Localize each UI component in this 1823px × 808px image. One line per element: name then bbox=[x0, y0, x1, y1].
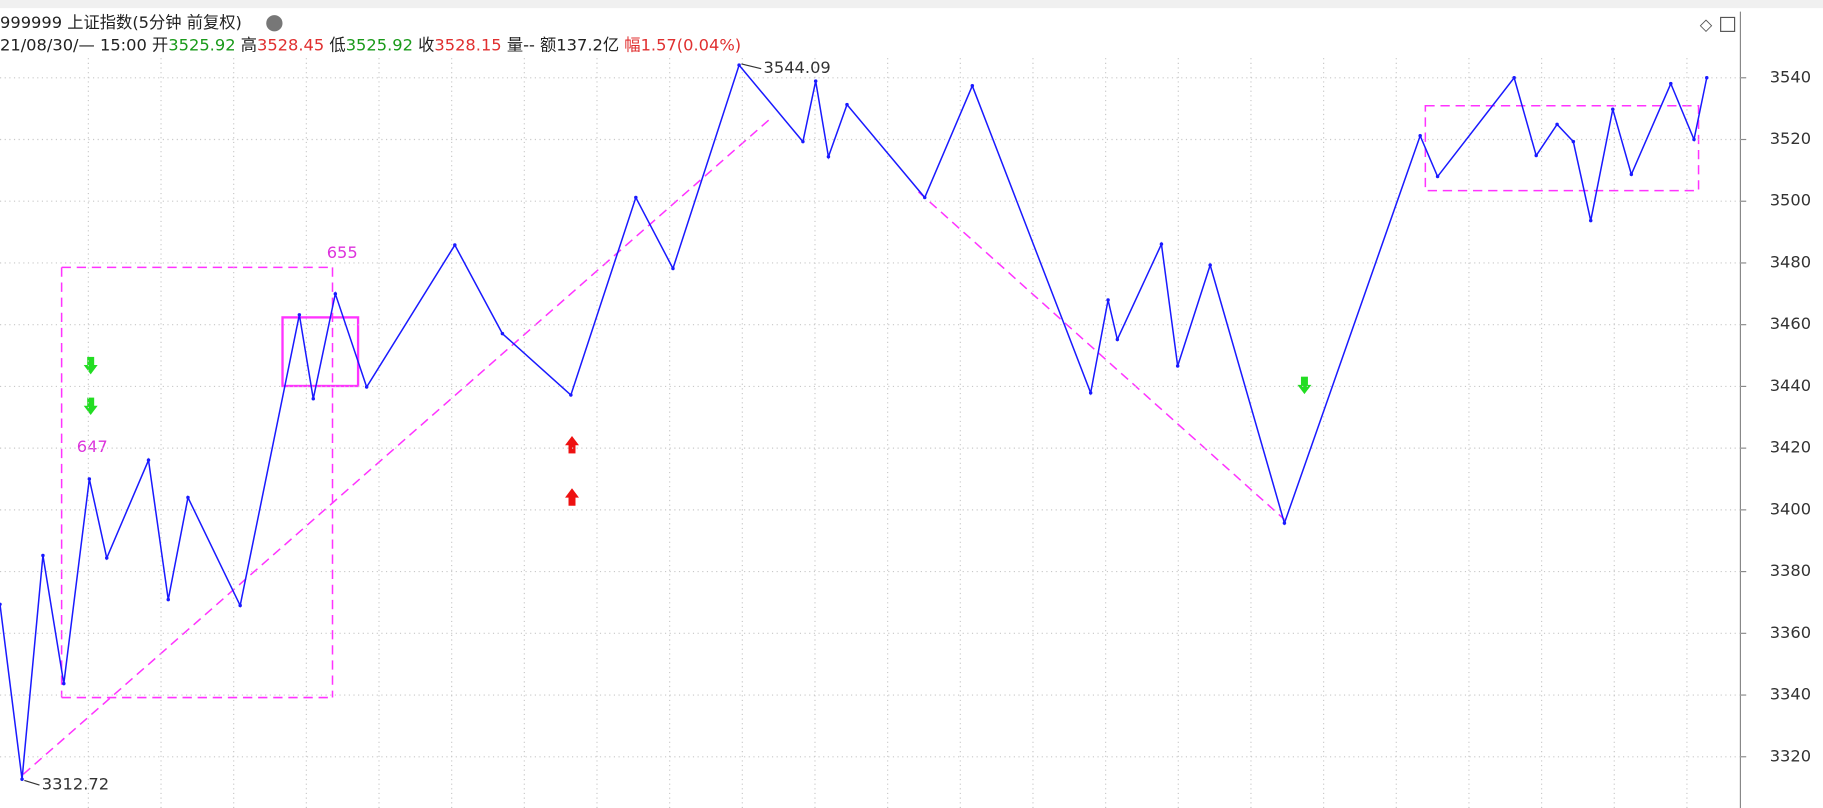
trend-line bbox=[917, 191, 1286, 521]
label: 高 bbox=[241, 35, 257, 54]
pivot bbox=[1088, 391, 1093, 395]
pivot bbox=[62, 681, 66, 686]
pivot bbox=[1669, 81, 1673, 86]
value: 3525.92 bbox=[346, 35, 413, 54]
arrow bbox=[87, 397, 95, 407]
zigzag-line bbox=[0, 63, 1708, 780]
label: 收 bbox=[418, 35, 434, 54]
value: 幅1.57(0.04%) bbox=[624, 35, 741, 54]
pivot bbox=[634, 195, 638, 200]
arrow bbox=[1297, 384, 1312, 395]
pivot bbox=[238, 603, 242, 608]
pivot bbox=[801, 139, 805, 144]
annotation: 655 bbox=[327, 243, 358, 262]
pivot bbox=[1208, 263, 1212, 267]
pivot bbox=[333, 292, 338, 296]
pivot bbox=[0, 602, 2, 607]
datetime: 21/08/30/— 15:00 bbox=[0, 35, 147, 54]
extreme-label: 3544.09 bbox=[764, 58, 831, 77]
y-tick-label: 3400 bbox=[1770, 499, 1811, 518]
label: 开 bbox=[152, 35, 168, 54]
pivot bbox=[737, 63, 741, 67]
pivot bbox=[1418, 134, 1422, 138]
pivot bbox=[1534, 153, 1538, 158]
y-tick-label: 3420 bbox=[1770, 438, 1811, 457]
pivot bbox=[922, 195, 927, 200]
y-tick-label: 3540 bbox=[1770, 67, 1811, 86]
pivot bbox=[1588, 218, 1593, 223]
pivot bbox=[1571, 139, 1576, 144]
pivot bbox=[186, 495, 190, 500]
arrow bbox=[565, 435, 579, 446]
arrow bbox=[568, 444, 576, 454]
menu-icon[interactable] bbox=[266, 15, 283, 32]
pivot bbox=[20, 777, 24, 781]
pivot bbox=[105, 556, 109, 560]
pivot bbox=[1629, 172, 1634, 177]
pivot bbox=[87, 477, 92, 481]
pivot bbox=[970, 84, 975, 88]
pivot bbox=[453, 243, 457, 247]
arrow bbox=[568, 496, 576, 506]
toolbar bbox=[0, 0, 1823, 9]
pivot bbox=[146, 458, 151, 462]
y-tick-label: 3500 bbox=[1770, 191, 1811, 210]
pivot bbox=[41, 553, 45, 558]
pivot bbox=[297, 313, 302, 317]
y-tick-label: 3520 bbox=[1770, 129, 1811, 148]
pivot bbox=[1611, 107, 1615, 112]
arrow bbox=[87, 356, 95, 367]
icon[interactable] bbox=[1720, 16, 1736, 32]
value: 3528.15 bbox=[434, 35, 501, 54]
pivot bbox=[1115, 337, 1120, 342]
value: 3528.45 bbox=[257, 35, 324, 54]
y-tick-label: 3320 bbox=[1770, 746, 1811, 765]
value: 额137.2亿 bbox=[540, 35, 619, 54]
y-tick-label: 3340 bbox=[1770, 685, 1811, 704]
title: 999999 上证指数(5分钟 前复权) bbox=[0, 13, 242, 32]
y-tick-label: 3440 bbox=[1770, 376, 1811, 395]
arrow bbox=[1300, 376, 1308, 386]
arrow bbox=[83, 365, 98, 375]
pointer bbox=[24, 779, 40, 786]
box bbox=[1424, 105, 1700, 192]
y-tick-label: 3360 bbox=[1770, 623, 1811, 642]
pivot bbox=[166, 597, 170, 602]
pivot bbox=[311, 397, 316, 401]
pivot bbox=[1282, 521, 1287, 525]
pivot bbox=[826, 155, 831, 159]
pivot bbox=[1512, 76, 1516, 80]
label: 低 bbox=[329, 35, 345, 54]
pivot bbox=[1175, 364, 1180, 368]
quote-line: 21/08/30/— 15:00 开3525.92 高3528.45 低3525… bbox=[0, 35, 741, 54]
trend-line bbox=[22, 115, 774, 775]
y-tick-label: 3460 bbox=[1770, 314, 1811, 333]
y-tick-label: 3380 bbox=[1770, 561, 1811, 580]
pivot bbox=[671, 266, 675, 271]
pivot bbox=[1692, 137, 1696, 142]
pointer bbox=[741, 63, 762, 70]
pivot bbox=[813, 79, 818, 83]
y-tick-label: 3480 bbox=[1770, 252, 1811, 271]
arrow bbox=[83, 405, 98, 416]
pivot bbox=[845, 102, 849, 107]
pivot bbox=[500, 331, 505, 336]
box bbox=[281, 316, 360, 388]
extreme-label: 3312.72 bbox=[42, 775, 109, 794]
icon[interactable]: ◇ bbox=[1700, 15, 1713, 34]
value: 量-- bbox=[507, 35, 535, 54]
pivot bbox=[1159, 242, 1164, 246]
pivot bbox=[1435, 174, 1440, 179]
pivot bbox=[569, 393, 573, 397]
value: 3525.92 bbox=[168, 35, 235, 54]
annotation: 647 bbox=[77, 437, 108, 456]
pivot bbox=[1555, 122, 1559, 127]
arrow bbox=[565, 488, 579, 498]
pivot bbox=[1106, 298, 1110, 302]
pivot bbox=[1705, 76, 1709, 80]
pivot bbox=[364, 385, 369, 389]
